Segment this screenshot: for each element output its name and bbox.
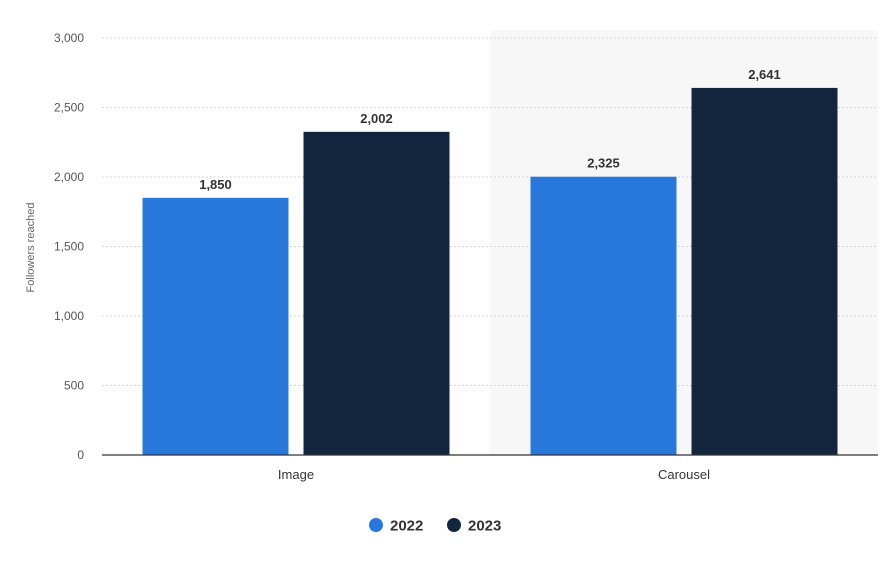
legend-marker <box>447 518 461 532</box>
y-tick-label: 3,000 <box>54 31 84 45</box>
bar <box>303 131 450 455</box>
y-tick-label: 1,500 <box>54 240 84 254</box>
x-tick-label: Image <box>278 467 314 482</box>
legend-label: 2023 <box>468 518 501 535</box>
y-tick-label: 1,000 <box>54 309 84 323</box>
y-tick-label: 0 <box>77 448 84 462</box>
legend-label: 2022 <box>390 518 423 535</box>
data-label: 2,641 <box>748 67 781 82</box>
bar <box>691 87 838 455</box>
y-tick-label: 500 <box>64 379 84 393</box>
y-tick-label: 2,500 <box>54 101 84 115</box>
legend-marker <box>369 518 383 532</box>
y-axis-title: Followers reached <box>25 203 37 293</box>
y-tick-label: 2,000 <box>54 170 84 184</box>
bar <box>530 176 677 456</box>
data-label: 1,850 <box>199 177 232 192</box>
x-tick-label: Carousel <box>658 467 710 482</box>
bar <box>142 197 289 455</box>
data-label: 2,002 <box>360 111 393 126</box>
data-label: 2,325 <box>587 156 620 171</box>
